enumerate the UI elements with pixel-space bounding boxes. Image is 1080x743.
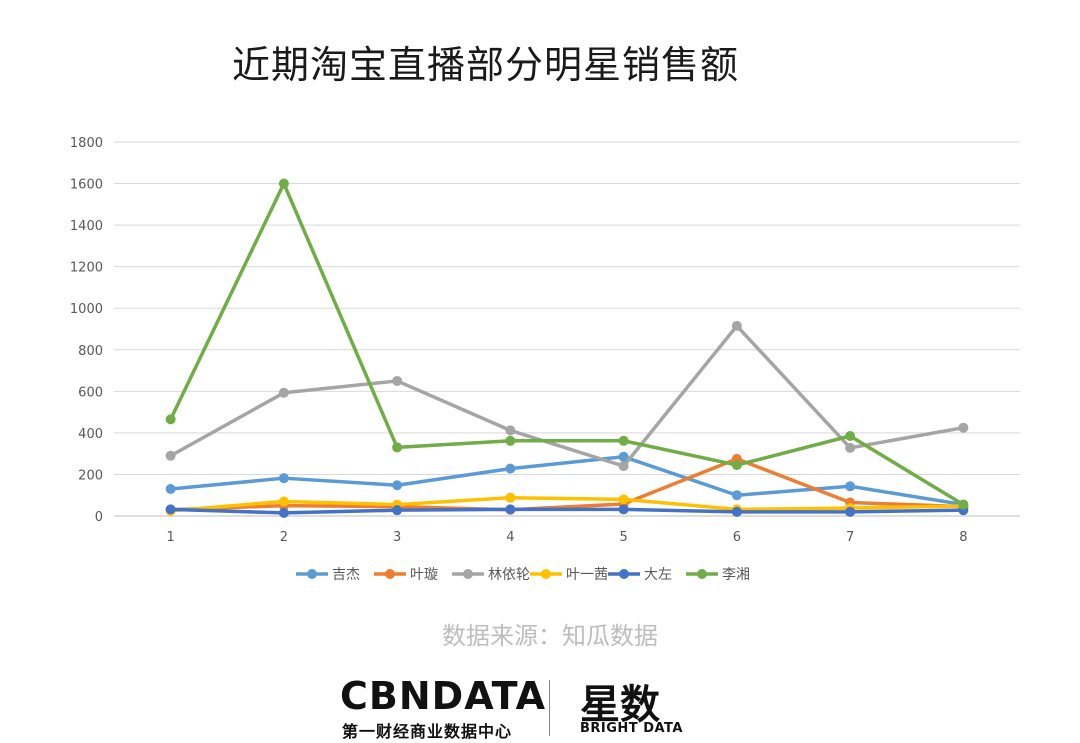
data-point: [278, 473, 289, 484]
x-tick-label: 3: [393, 530, 401, 545]
data-point: [618, 461, 629, 472]
data-point: [392, 442, 403, 453]
data-point: [618, 504, 629, 515]
y-tick-label: 800: [78, 344, 103, 359]
legend-label: 叶璇: [410, 567, 438, 583]
legend-item: 大左: [608, 567, 672, 583]
data-point: [505, 463, 516, 474]
data-point: [958, 499, 969, 510]
bright-data-logo: 星数: [580, 682, 660, 728]
series-line: [168, 181, 966, 507]
y-tick-label: 400: [78, 427, 103, 442]
x-axis-ticks: 1 2 3 4 5 6 7 8: [166, 530, 967, 545]
x-tick-label: 1: [166, 530, 174, 545]
series-lines: [165, 178, 969, 518]
y-tick-label: 600: [78, 385, 103, 400]
data-point: [278, 507, 289, 518]
gridlines: [114, 141, 1020, 517]
legend-swatch-marker: [463, 569, 473, 579]
data-point: [392, 480, 403, 491]
data-point: [845, 442, 856, 453]
legend-swatch-marker: [541, 569, 551, 579]
legend-swatch-marker: [385, 569, 395, 579]
x-tick-label: 6: [733, 530, 741, 545]
bright-data-tagline: BRIGHT DATA: [580, 721, 683, 736]
legend-item: 林依轮: [452, 567, 530, 583]
data-point: [731, 490, 742, 501]
data-point: [958, 422, 969, 433]
data-point: [845, 431, 856, 442]
data-point: [392, 505, 403, 516]
line-chart: 0 200 400 600 800 1000 1200 1400 1600 1800 1 2 3 4 5 6…: [70, 136, 1020, 583]
data-point: [845, 506, 856, 517]
data-point: [505, 435, 516, 446]
y-tick-label: 0: [95, 510, 103, 525]
x-tick-label: 4: [506, 530, 514, 545]
x-tick-label: 2: [280, 530, 288, 545]
data-point: [731, 506, 742, 517]
legend-item: 叶一茜: [530, 567, 608, 583]
series-5: [165, 504, 969, 518]
cbndata-logo: CBNDATA: [340, 674, 547, 718]
series-3: [165, 320, 969, 472]
legend-label: 吉杰: [332, 567, 360, 583]
cbndata-tagline: 第一财经商业数据中心: [342, 722, 513, 741]
legend-swatch-marker: [307, 569, 317, 579]
legend-swatch-marker: [697, 569, 707, 579]
y-tick-label: 1400: [70, 219, 103, 234]
series-line: [168, 455, 966, 507]
legend-item: 叶璇: [374, 567, 438, 583]
x-tick-label: 8: [959, 530, 967, 545]
data-point: [845, 481, 856, 492]
data-point: [278, 496, 289, 507]
data-point: [165, 414, 176, 425]
chart-title: 近期淘宝直播部分明星销售额: [232, 43, 740, 87]
y-tick-label: 1800: [70, 136, 103, 151]
logo-divider: [549, 680, 550, 736]
data-point: [731, 460, 742, 471]
data-point: [618, 435, 629, 446]
y-axis-ticks: 0 200 400 600 800 1000 1200 1400 1600 1800: [70, 136, 103, 525]
data-point: [165, 483, 176, 494]
x-tick-label: 7: [846, 530, 854, 545]
data-point: [731, 320, 742, 331]
y-tick-label: 1000: [70, 302, 103, 317]
x-tick-label: 5: [619, 530, 627, 545]
legend-label: 叶一茜: [566, 567, 608, 583]
legend-label: 林依轮: [488, 567, 530, 583]
y-tick-label: 1200: [70, 261, 103, 276]
data-source-note: 数据来源：知瓜数据: [442, 622, 658, 650]
y-tick-label: 1600: [70, 178, 103, 193]
data-point: [505, 504, 516, 515]
series-line: [168, 324, 966, 468]
data-point: [505, 492, 516, 503]
data-point: [618, 494, 629, 505]
series-line: [168, 507, 966, 515]
data-point: [618, 451, 629, 462]
data-point: [505, 425, 516, 436]
data-point: [392, 375, 403, 386]
legend-item: 吉杰: [296, 567, 360, 583]
y-tick-label: 200: [78, 468, 103, 483]
data-point: [165, 450, 176, 461]
legend-label: 大左: [644, 567, 672, 583]
legend: 吉杰 叶璇 林依轮 叶一茜 大左 李湘: [296, 567, 750, 583]
legend-item: 李湘: [686, 567, 750, 583]
data-point: [278, 387, 289, 398]
series-line: [168, 495, 966, 513]
series-line: [168, 457, 966, 512]
legend-swatch-marker: [619, 569, 629, 579]
legend-label: 李湘: [722, 567, 750, 583]
data-point: [165, 504, 176, 515]
series-6: [165, 178, 969, 510]
data-point: [278, 178, 289, 189]
